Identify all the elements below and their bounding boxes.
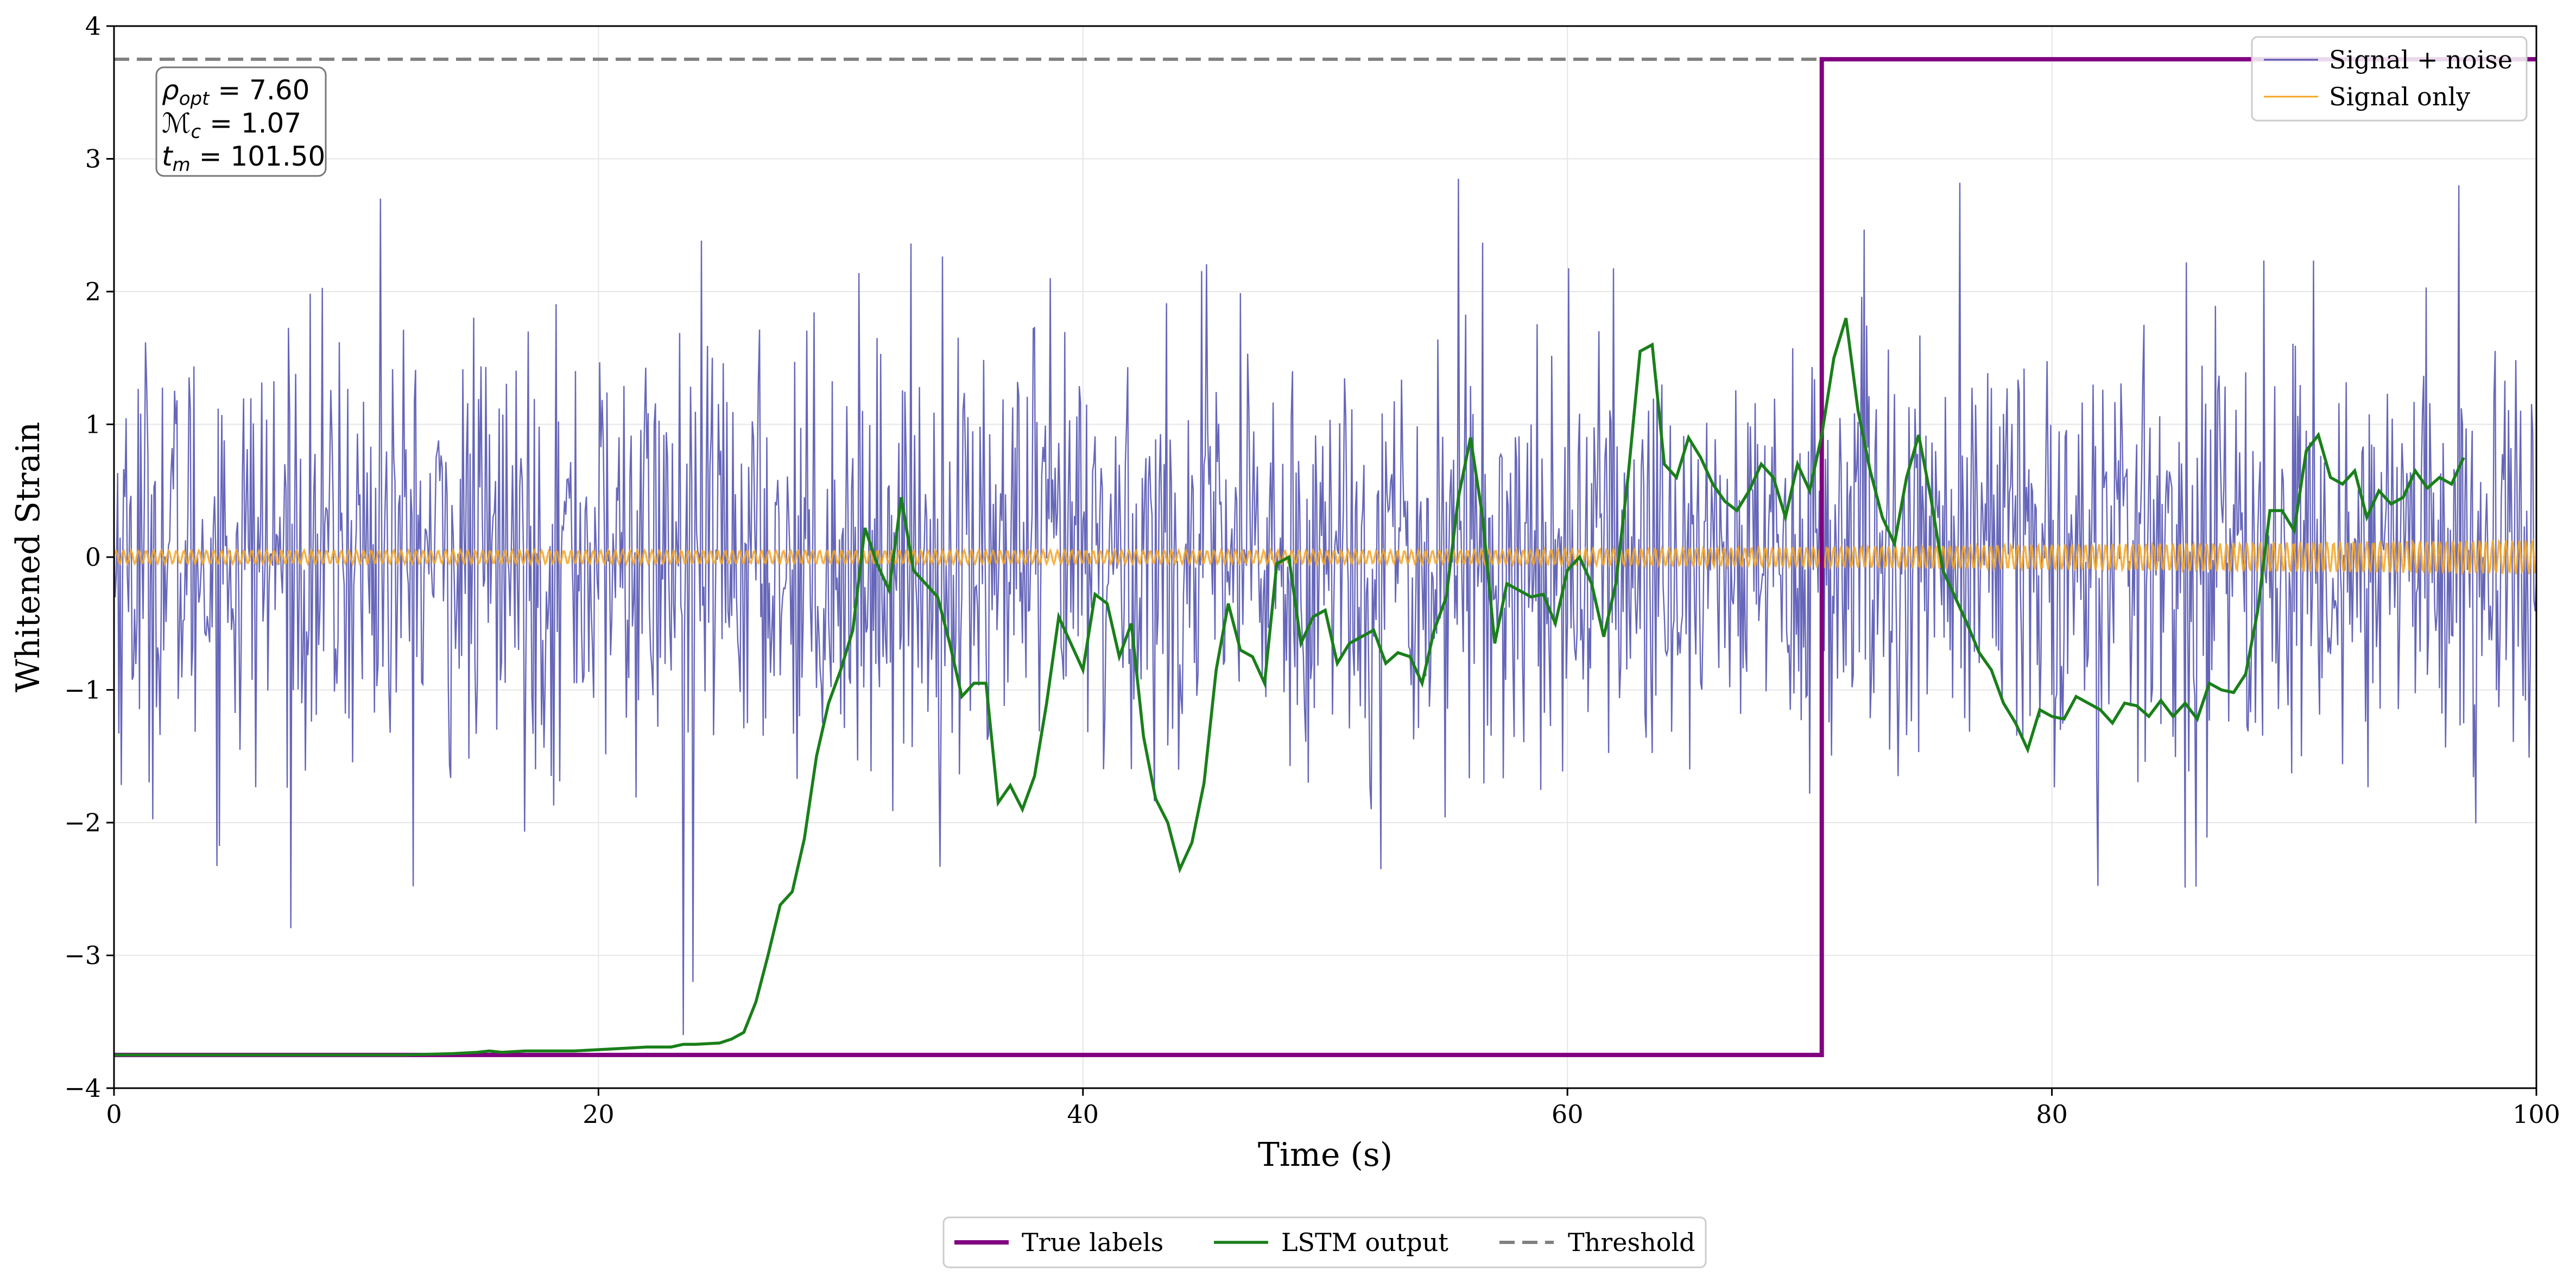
y-tick-label: 4 xyxy=(85,11,101,41)
parameter-annotation: ρopt = 7.60 ℳc = 1.07 tm = 101.50 xyxy=(155,66,327,177)
y-tick-label: 0 xyxy=(85,542,101,572)
inner-legend-box xyxy=(2251,36,2528,122)
legend-label-signal-only: Signal only xyxy=(2329,82,2470,111)
y-tick-label: −1 xyxy=(64,675,101,705)
annotation-merger-time: tm = 101.50 xyxy=(162,141,325,176)
y-tick-label: −2 xyxy=(64,808,101,837)
signal-noise-series xyxy=(114,179,2536,1035)
y-tick-label: −3 xyxy=(64,941,101,970)
annotation-rho-opt: ρopt = 7.60 xyxy=(162,74,309,110)
bottom-legend: True labels LSTM output Threshold xyxy=(942,1216,1707,1268)
x-tick-label: 0 xyxy=(106,1100,122,1129)
x-axis-label: Time (s) xyxy=(1258,1136,1393,1174)
x-tick-label: 40 xyxy=(1067,1100,1099,1129)
y-tick-label: 1 xyxy=(85,410,101,439)
x-tick-label: 80 xyxy=(2036,1100,2068,1129)
legend-label-signal-noise: Signal + noise xyxy=(2329,45,2512,74)
y-tick-label: −4 xyxy=(64,1073,101,1103)
x-tick-label: 100 xyxy=(2512,1100,2560,1129)
x-axis-ticks: 0 20 40 60 80 100 xyxy=(106,1088,2560,1129)
lstm-output-series xyxy=(114,318,2465,1057)
x-tick-label: 60 xyxy=(1552,1100,1584,1129)
legend-label-threshold: Threshold xyxy=(1568,1228,1695,1257)
y-tick-label: 2 xyxy=(85,277,101,306)
legend-label-lstm-output: LSTM output xyxy=(1281,1228,1448,1257)
y-axis-ticks: −4 −3 −2 −1 0 1 2 3 4 xyxy=(64,11,114,1103)
x-tick-label: 20 xyxy=(583,1100,615,1129)
y-axis-label: Whitened Strain xyxy=(9,422,47,692)
annotation-box xyxy=(155,66,327,177)
bottom-legend-box xyxy=(942,1216,1707,1268)
inner-legend: Signal + noise Signal only xyxy=(2251,36,2528,122)
y-tick-label: 3 xyxy=(85,144,101,174)
annotation-chirp-mass: ℳc = 1.07 xyxy=(162,108,301,143)
true-labels-series xyxy=(114,57,2536,1057)
signal-only-series xyxy=(114,538,2536,576)
legend-label-true-labels: True labels xyxy=(1022,1228,1163,1257)
